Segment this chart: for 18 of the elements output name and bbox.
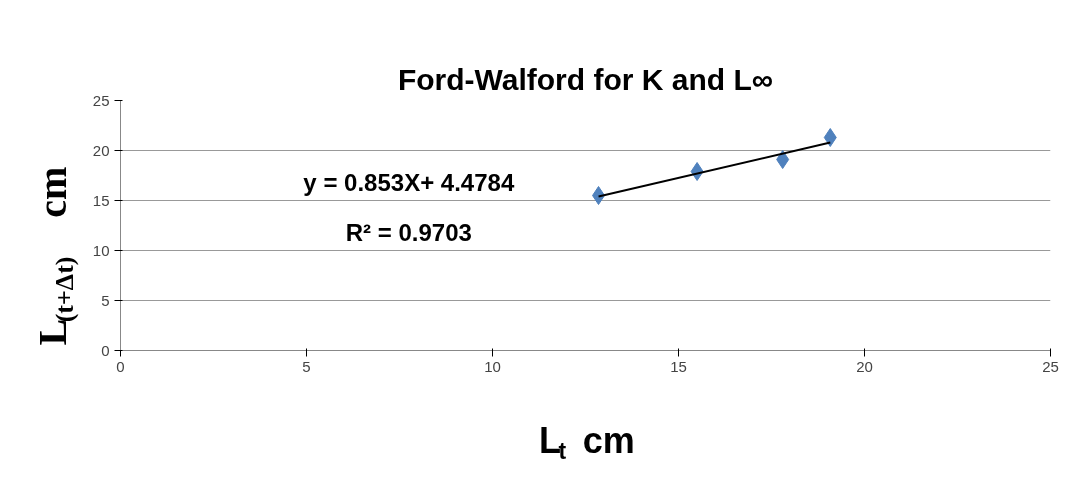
x-tick-label: 0 xyxy=(116,357,125,375)
x-tick-label: 5 xyxy=(302,357,311,375)
y-tick-label: 5 xyxy=(101,291,110,309)
y-tick-label: 15 xyxy=(92,191,110,209)
point xyxy=(776,150,790,169)
x-tick-label: 20 xyxy=(856,357,873,375)
x-tick-label: 15 xyxy=(670,357,687,375)
y-tick-label: 20 xyxy=(92,141,110,159)
text: L(t+Δt) cm xyxy=(30,166,79,346)
annotation: R² = 0.9703 xyxy=(345,218,472,246)
x-tick-label: 25 xyxy=(1042,357,1059,375)
y-tick-label: 0 xyxy=(101,341,110,359)
annotation: y = 0.853X+ 4.4784 xyxy=(303,168,515,196)
x-tick-label: 10 xyxy=(484,357,501,375)
point xyxy=(823,128,837,147)
y-tick-label: 25 xyxy=(92,91,110,109)
y-tick-label: 10 xyxy=(92,241,110,259)
chart-title: Ford-Walford for K and L∞ xyxy=(397,62,774,96)
